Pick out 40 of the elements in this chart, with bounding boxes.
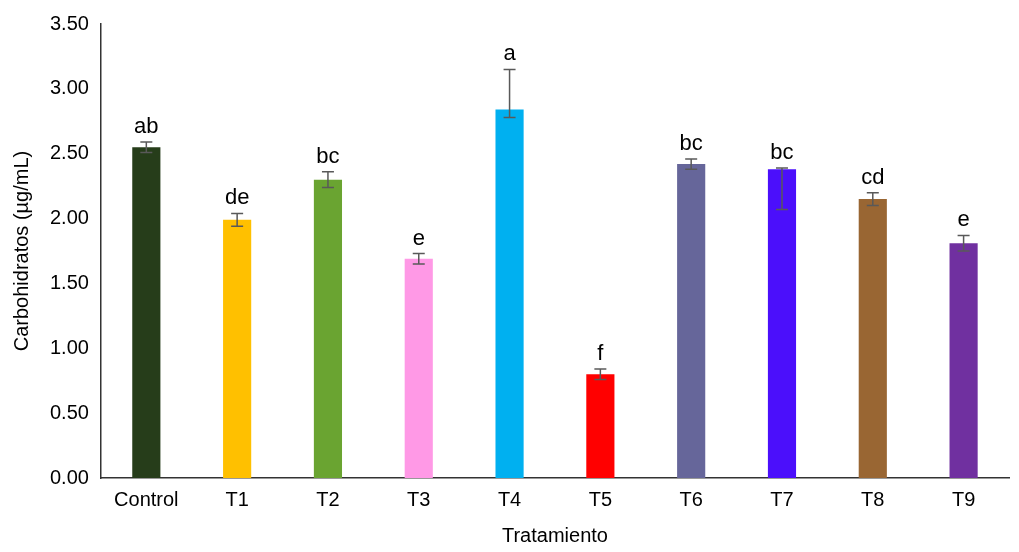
bar: [313, 179, 343, 478]
x-tick-label: T8: [861, 487, 885, 510]
x-tick-label: T2: [316, 487, 340, 510]
annotation: f: [597, 340, 605, 366]
bar: [949, 243, 978, 478]
bar: [132, 147, 161, 478]
annotation: e: [957, 206, 970, 232]
x-tick-label: T1: [225, 487, 249, 510]
x-tick-label: T7: [770, 487, 794, 510]
bar: [767, 169, 797, 478]
y-tick-label: 0.50: [49, 400, 89, 423]
annotation: bc: [679, 129, 703, 155]
x-tick-label: T6: [679, 487, 703, 510]
bar: [586, 374, 615, 478]
y-tick-label: 3.50: [49, 11, 89, 34]
x-tick-label: T9: [951, 487, 976, 510]
x-tick-label: T5: [588, 487, 613, 510]
annotation: ab: [134, 113, 159, 139]
y-tick-label: 2.50: [49, 141, 89, 164]
x-axis-title: Tratamiento: [501, 523, 608, 546]
y-tick-label: 1.00: [49, 335, 89, 358]
y-tick-label: 1.50: [49, 270, 89, 293]
x-tick-label: T4: [497, 487, 522, 510]
annotation: a: [503, 40, 517, 66]
x-tick-label: Control: [114, 487, 179, 510]
annotation: de: [224, 184, 250, 210]
y-tick-label: 0.00: [49, 465, 89, 488]
annotation: e: [412, 224, 425, 250]
annotation: bc: [316, 142, 340, 168]
bar: [858, 199, 887, 478]
bar: [677, 164, 706, 478]
y-axis-title: Carbohidratos (µg/mL): [9, 150, 32, 352]
bar: [495, 109, 524, 478]
bar: [223, 219, 252, 478]
bar: [404, 258, 433, 478]
annotation: bc: [770, 139, 794, 165]
annotation: cd: [861, 163, 885, 189]
x-tick-label: T3: [407, 487, 431, 510]
y-tick-label: 2.00: [49, 206, 89, 229]
y-tick-label: 3.00: [49, 76, 89, 99]
